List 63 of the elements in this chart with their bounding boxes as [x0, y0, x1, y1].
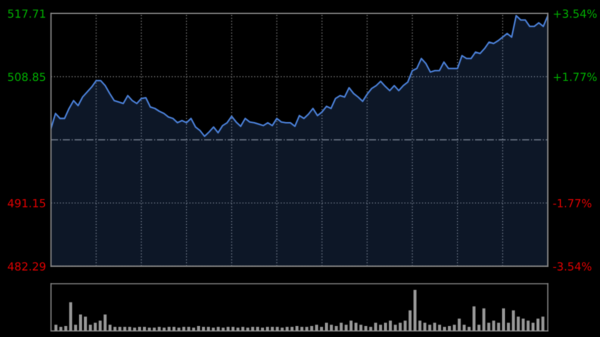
y2-tick-label: +3.54% [554, 9, 597, 18]
bar [502, 308, 506, 331]
bar [324, 322, 328, 331]
bar [261, 328, 264, 331]
bar [404, 320, 407, 331]
bar [74, 324, 78, 331]
bar [177, 328, 180, 331]
bar [384, 322, 387, 331]
y2-tick-label: +1.77% [554, 72, 597, 82]
bar [197, 326, 200, 331]
bar [506, 322, 510, 331]
bar [236, 328, 240, 331]
bar [98, 320, 102, 331]
y-tick-label: 482.29 [8, 262, 46, 271]
bar [280, 328, 284, 331]
bar [350, 320, 353, 331]
y2-tick-label: -3.54% [553, 262, 592, 271]
bar [394, 324, 397, 331]
bar [462, 324, 466, 331]
bar [374, 322, 378, 331]
bar [222, 328, 225, 331]
bar [482, 308, 486, 331]
bar [408, 310, 412, 331]
bar [104, 314, 107, 331]
bar [315, 324, 318, 331]
y-tick-label: 508.85 [8, 72, 46, 82]
bar [532, 322, 535, 331]
bar [492, 320, 496, 331]
bar [497, 322, 500, 331]
bar [423, 322, 426, 331]
bar [79, 314, 82, 331]
bar [54, 324, 58, 331]
bar [88, 324, 92, 331]
bar [108, 324, 112, 331]
bar [379, 324, 382, 331]
bar [330, 324, 333, 331]
bar [414, 290, 416, 331]
bar [148, 328, 151, 331]
bar [418, 320, 422, 331]
bar [433, 322, 436, 331]
bar [472, 306, 476, 331]
y2-tick-label: -1.77% [553, 199, 592, 208]
bar [526, 320, 530, 331]
bar [512, 310, 515, 331]
bar [354, 322, 358, 331]
bar [536, 318, 540, 331]
bar [192, 328, 196, 331]
bar [452, 324, 456, 331]
y-tick-label: 517.71 [8, 10, 46, 18]
bar [388, 320, 392, 331]
bar [295, 326, 298, 331]
y-tick-label: 491.15 [8, 198, 46, 208]
bar [541, 316, 544, 331]
bar [212, 328, 215, 331]
bar [84, 316, 87, 331]
bar [438, 324, 442, 331]
bar [133, 328, 136, 331]
bar [162, 328, 166, 331]
bar [344, 324, 348, 331]
bar [69, 302, 72, 331]
bar [477, 324, 480, 331]
bar [448, 326, 451, 331]
bar [359, 324, 362, 331]
